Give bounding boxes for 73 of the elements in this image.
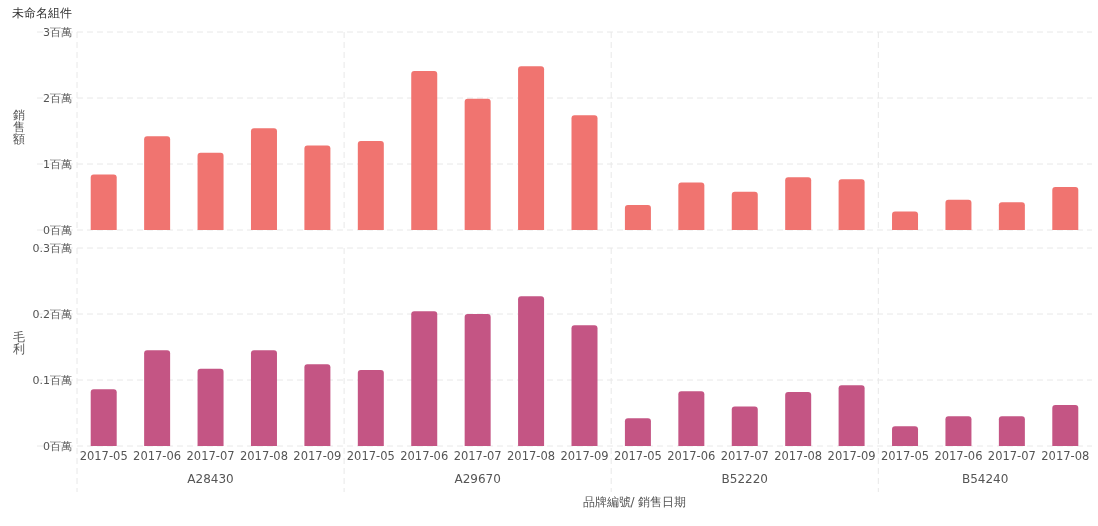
y-tick-label: 0.3百萬	[32, 242, 72, 255]
x-tick-label: 2017-06	[400, 449, 449, 463]
x-tick-label: 2017-08	[1041, 449, 1090, 463]
x-axis-title: 品牌編號/ 銷售日期	[582, 495, 687, 509]
text: A29670	[454, 472, 501, 486]
bar	[411, 70, 438, 230]
bar	[518, 296, 545, 446]
y-tick-label: 1百萬	[43, 158, 72, 171]
y-tick-label: 0.2百萬	[32, 308, 72, 321]
bar	[624, 204, 651, 230]
bar	[945, 199, 972, 230]
y-axis-title: 銷售額	[13, 108, 25, 146]
x-tick-label: 2017-07	[987, 449, 1036, 463]
bar	[678, 391, 705, 446]
bar	[357, 140, 384, 230]
bar	[197, 152, 224, 230]
bar	[838, 179, 865, 230]
text: B52220	[721, 472, 768, 486]
bar	[250, 128, 277, 230]
bar	[411, 311, 438, 446]
chart-title: 未命名組件	[12, 6, 72, 20]
bar	[731, 191, 758, 230]
x-tick-label: 2017-09	[293, 449, 342, 463]
x-tick-label: 2017-05	[346, 449, 395, 463]
bar	[518, 66, 545, 230]
x-tick-label: 2017-07	[453, 449, 502, 463]
bar	[90, 389, 117, 446]
bar	[1052, 187, 1079, 230]
y-axis-title: 毛利	[13, 330, 25, 356]
bar	[144, 136, 171, 230]
bar	[678, 182, 705, 230]
x-tick-label: 2017-06	[934, 449, 983, 463]
bar	[892, 426, 919, 446]
bar	[464, 314, 491, 446]
bar	[785, 391, 812, 446]
y-tick-label: 2百萬	[43, 92, 72, 105]
bar	[998, 202, 1025, 230]
bar	[571, 115, 598, 230]
y-tick-label: 0百萬	[43, 440, 72, 453]
bar	[998, 416, 1025, 446]
x-tick-label: 2017-05	[79, 449, 128, 463]
bar	[304, 364, 331, 446]
x-tick-label: 2017-08	[774, 449, 823, 463]
y-tick-label: 3百萬	[43, 26, 72, 39]
bar	[464, 98, 491, 230]
text: A28430	[187, 472, 234, 486]
x-tick-label: 2017-08	[507, 449, 556, 463]
bar	[945, 416, 972, 446]
bar	[250, 350, 277, 446]
x-tick-label: 2017-05	[613, 449, 662, 463]
bar	[892, 211, 919, 230]
y-tick-label: 0百萬	[43, 224, 72, 237]
x-tick-label: 2017-05	[881, 449, 930, 463]
bar	[90, 174, 117, 230]
bar	[838, 385, 865, 446]
x-tick-label: 2017-06	[133, 449, 182, 463]
bar	[304, 145, 331, 230]
x-tick-label: 2017-09	[560, 449, 609, 463]
x-tick-label: 2017-09	[827, 449, 876, 463]
y-tick-label: 0.1百萬	[32, 374, 72, 387]
x-tick-label: 2017-07	[720, 449, 769, 463]
bar	[357, 370, 384, 446]
x-tick-label: 2017-08	[239, 449, 288, 463]
bar	[571, 325, 598, 446]
bar	[785, 177, 812, 230]
bar	[144, 350, 171, 446]
bar	[624, 418, 651, 446]
x-tick-label: 2017-07	[186, 449, 235, 463]
text: B54240	[961, 472, 1009, 486]
x-tick-label: 2017-06	[667, 449, 716, 463]
bar	[197, 368, 224, 446]
bar	[1052, 405, 1079, 446]
bar	[731, 406, 758, 446]
